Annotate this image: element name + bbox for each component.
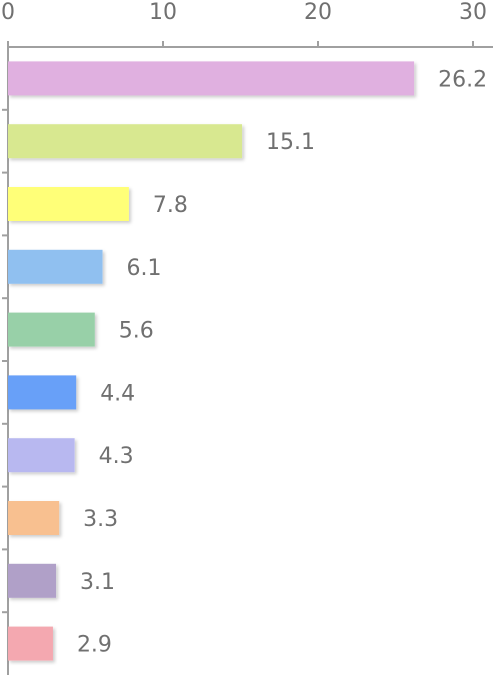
value-label: 6.1 xyxy=(127,256,162,281)
value-label: 26.2 xyxy=(438,67,487,92)
bar xyxy=(8,375,77,410)
x-tick-label: 20 xyxy=(304,0,332,25)
bar xyxy=(8,312,95,347)
value-label: 3.1 xyxy=(80,570,115,595)
x-tick-label: 30 xyxy=(459,0,487,25)
x-tick-label: 0 xyxy=(1,0,15,25)
bar xyxy=(8,438,75,473)
value-label: 5.6 xyxy=(119,319,154,344)
bar xyxy=(8,563,57,598)
bar xyxy=(8,187,129,221)
value-label: 3.3 xyxy=(83,507,118,532)
value-label: 15.1 xyxy=(266,130,315,155)
bar xyxy=(8,124,243,159)
value-label: 2.9 xyxy=(77,633,112,658)
value-label: 4.4 xyxy=(100,381,135,406)
bar xyxy=(8,501,60,535)
bar xyxy=(8,626,53,661)
x-tick-label: 10 xyxy=(149,0,177,25)
value-label: 4.3 xyxy=(99,444,134,469)
bar xyxy=(8,249,103,284)
bar xyxy=(8,61,415,96)
value-label: 7.8 xyxy=(153,193,188,218)
